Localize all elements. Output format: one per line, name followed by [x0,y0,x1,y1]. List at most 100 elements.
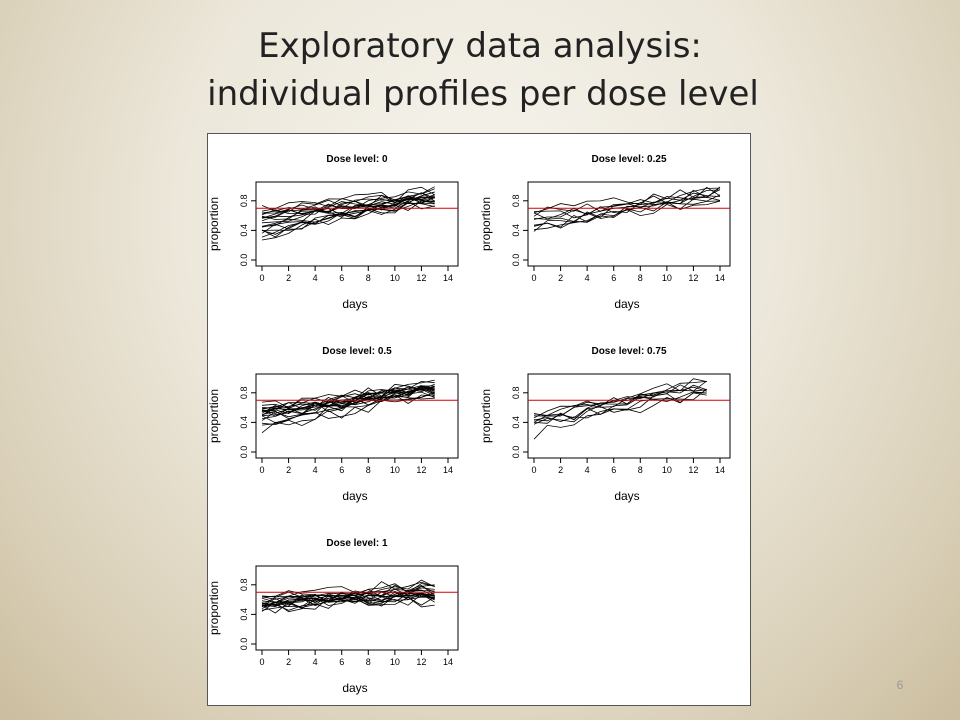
profile-line [533,194,721,231]
x-axis-label: days [614,489,639,503]
profile-line [261,380,435,415]
profile-line [533,186,721,228]
x-tick-label: 2 [286,273,291,283]
x-axis-label: days [342,681,367,695]
profile-line [261,200,435,227]
plot-box [255,373,459,459]
panel-title: Dose level: 0.75 [591,346,666,357]
panel-title: Dose level: 1 [326,538,388,549]
x-tick-label: 14 [443,657,453,667]
x-tick-label: 6 [339,465,344,475]
y-tick-label: 0.8 [239,195,249,208]
slide-title-line-1: Exploratory data analysis: [258,26,702,66]
slide-title-line-2: individual profiles per dose level [207,74,759,114]
profile-line [261,191,435,234]
profile-line [261,391,435,426]
x-tick-label: 4 [313,657,318,667]
x-tick-label: 0 [259,657,264,667]
y-tick-label: 0.0 [239,446,249,459]
x-tick-label: 10 [390,465,400,475]
y-tick-label: 0.4 [239,416,249,429]
profile-line [261,191,435,214]
profile-line [261,202,435,228]
profile-line [261,394,435,412]
x-tick-label: 6 [339,657,344,667]
y-tick-label: 0.8 [511,387,521,400]
x-tick-label: 14 [715,465,725,475]
x-tick-label: 4 [313,273,318,283]
figure-panel: Dose level: 0 0 2 4 6 8 10 12 14 0.0 0.4 0.8 days pro… [207,133,751,706]
x-tick-label: 10 [390,273,400,283]
y-tick-label: 0.0 [511,254,521,267]
profile-line [533,391,707,424]
profile-line [261,394,435,416]
plot-box [255,565,459,651]
x-tick-label: 8 [638,273,643,283]
profile-line [261,584,435,607]
dose-panel-0: Dose level: 0 0 2 4 6 8 10 12 14 0.0 0.4 0.8 days pro… [208,154,459,311]
profile-line [533,384,707,419]
y-axis-label: proportion [208,197,221,251]
profile-line [261,385,435,419]
x-tick-label: 10 [662,465,672,475]
x-tick-label: 14 [715,273,725,283]
profile-line [261,586,435,598]
plot-box [255,181,459,267]
dose-panel-3: Dose level: 0.75 0 2 4 6 8 10 12 14 0.0 0.4 0.8 days… [479,346,731,503]
x-tick-label: 4 [585,273,590,283]
x-tick-label: 8 [638,465,643,475]
profile-line [261,379,435,434]
profile-line [533,200,721,219]
x-tick-label: 4 [313,465,318,475]
profile-line [261,383,435,410]
profile-line [261,591,435,607]
x-tick-label: 6 [339,273,344,283]
x-tick-label: 12 [688,273,698,283]
x-tick-label: 6 [611,465,616,475]
y-axis-label: proportion [208,581,221,635]
profile-line [533,196,721,229]
x-tick-label: 8 [366,657,371,667]
x-tick-label: 12 [688,465,698,475]
x-tick-label: 0 [531,273,536,283]
panel-title: Dose level: 0.5 [322,346,392,357]
y-tick-label: 0.4 [511,416,521,429]
x-tick-label: 2 [558,465,563,475]
y-axis-label: proportion [479,197,493,251]
x-tick-label: 2 [286,465,291,475]
profile-line [261,386,435,421]
y-tick-label: 0.8 [239,579,249,592]
plot-box [527,181,731,267]
x-tick-label: 0 [259,465,264,475]
y-tick-label: 0.8 [239,387,249,400]
dose-panel-1: Dose level: 0.25 0 2 4 6 8 10 12 14 0.0 0.4 0.8 days… [479,154,731,311]
y-tick-label: 0.4 [239,224,249,237]
profile-line [533,187,721,232]
profile-line [261,200,435,227]
x-tick-label: 8 [366,465,371,475]
y-axis-label: proportion [208,389,221,443]
profile-line [533,386,707,416]
y-tick-label: 0.4 [239,608,249,621]
panel-title: Dose level: 0 [326,154,388,165]
profile-line [533,192,721,220]
profile-line [261,385,435,410]
slide-title: Exploratory data analysis: individual pr… [0,22,960,118]
profile-line [262,583,435,607]
x-axis-label: days [342,297,367,311]
x-tick-label: 6 [611,273,616,283]
x-tick-label: 2 [558,273,563,283]
dose-panel-4: Dose level: 1 0 2 4 6 8 10 12 14 0.0 0.4 0.8 days pro… [208,538,459,695]
x-tick-label: 14 [443,273,453,283]
x-tick-label: 12 [416,273,426,283]
y-tick-label: 0.0 [239,254,249,267]
page-number: 6 [896,678,904,692]
x-axis-label: days [342,489,367,503]
y-axis-label: proportion [479,389,493,443]
x-tick-label: 12 [416,465,426,475]
y-tick-label: 0.8 [511,195,521,208]
y-tick-label: 0.0 [511,446,521,459]
profile-line [533,381,707,425]
profile-line [261,594,435,612]
dose-level-plot-grid: Dose level: 0 0 2 4 6 8 10 12 14 0.0 0.4 0.8 days pro… [208,154,731,695]
